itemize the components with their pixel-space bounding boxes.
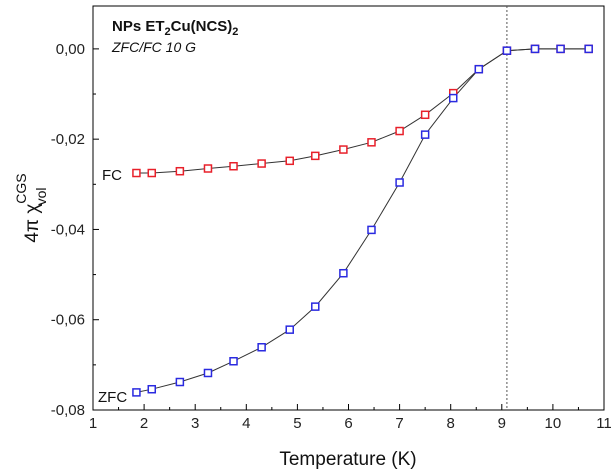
point-zfc [203,368,213,378]
series-line-fc [136,48,589,174]
y-tick-label: 0,00 [56,41,85,58]
point-fc [420,110,430,120]
point-zfc [395,178,404,187]
point-zfc [311,302,320,311]
point-zfc [420,130,430,139]
point-fc [395,126,404,136]
point-zfc [530,44,540,54]
chart-title: NPs ET2Cu(NCS)2 [112,18,238,38]
point-fc [285,156,294,166]
x-tick-label: 8 [447,415,455,432]
y-tick-labels: 0,00 -0,02 -0,04 -0,06 -0,08 [51,41,85,419]
series-label-zfc: ZFC [98,389,127,406]
point-fc [147,168,157,178]
point-fc [132,168,141,178]
x-tick-label: 11 [596,415,611,432]
series-lines [136,48,589,393]
axis-ticks [92,48,605,411]
x-tick-label: 10 [545,415,562,432]
series-markers [132,44,593,397]
x-tick-label: 7 [395,415,403,432]
x-axis-title: Temperature (K) [279,449,416,470]
x-tick-label: 4 [242,415,250,432]
series-label-fc: FC [102,167,122,184]
point-fc [203,164,213,173]
chart-subtitle: ZFC/FC 10 G [111,39,196,55]
y-tick-label: -0,06 [51,312,85,329]
x-tick-labels: 1 2 3 4 5 6 7 8 9 10 11 [89,415,611,432]
point-zfc [474,64,484,74]
point-zfc [147,384,157,394]
plot-frame [92,5,605,411]
x-tick-label: 2 [140,415,148,432]
series-line-zfc [136,48,589,393]
point-zfc [285,325,294,334]
point-zfc [367,225,376,235]
x-tick-label: 3 [191,415,199,432]
x-tick-label: 9 [498,415,506,432]
y-tick-label: -0,04 [51,221,85,238]
point-fc [229,161,238,171]
x-tick-label: 6 [344,415,352,432]
point-fc [367,138,376,147]
y-tick-label: -0,02 [51,131,85,148]
point-fc [339,145,348,154]
point-fc [257,159,266,168]
point-fc [175,166,185,176]
point-zfc [257,343,266,352]
point-zfc [229,356,238,366]
point-zfc [339,268,348,278]
point-zfc [584,44,593,54]
point-zfc [449,93,458,103]
point-zfc [175,377,185,387]
point-zfc [132,388,141,397]
y-axis-title: 4π χCGS vol [13,173,49,242]
point-fc [311,151,320,161]
y-tick-label: -0,08 [51,402,85,419]
point-zfc [502,46,512,55]
x-tick-label: 5 [293,415,301,432]
point-zfc [556,44,565,54]
x-tick-label: 1 [89,415,97,432]
